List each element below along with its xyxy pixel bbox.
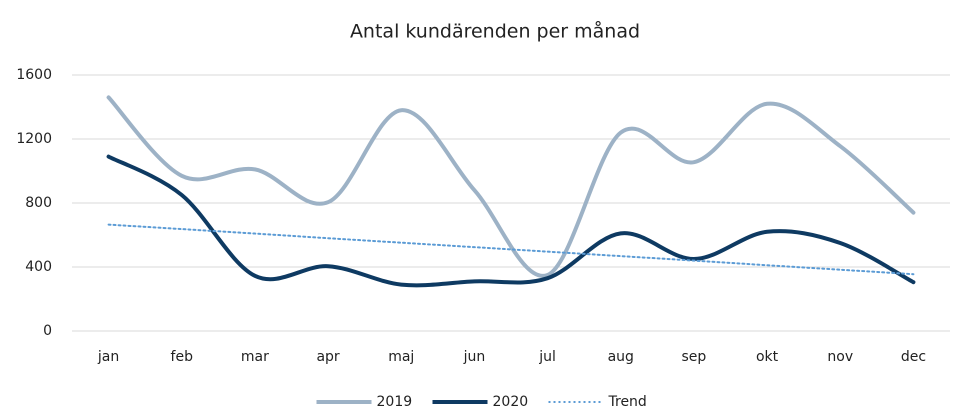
x-tick-label: nov [827, 349, 853, 365]
x-tick-label: maj [388, 349, 414, 365]
legend-label: 2020 [493, 394, 529, 410]
series-line [107, 223, 915, 276]
x-tick-label: feb [171, 349, 194, 365]
legend-label: 2019 [377, 394, 413, 410]
y-tick-label: 1600 [16, 67, 52, 83]
chart-title: Antal kundärenden per månad [350, 20, 640, 43]
x-tick-label: aug [608, 349, 634, 365]
legend-label: Trend [608, 394, 647, 410]
y-tick-label: 800 [25, 195, 52, 211]
x-tick-label: mar [241, 349, 269, 365]
x-tick-label: sep [682, 349, 707, 365]
x-tick-label: jun [463, 349, 486, 365]
x-tick-label: apr [316, 349, 339, 365]
y-tick-label: 400 [25, 259, 52, 275]
y-tick-label: 1200 [16, 131, 52, 147]
x-tick-label: dec [901, 349, 926, 365]
x-tick-label: jan [97, 349, 119, 365]
series-line [106, 154, 916, 288]
series-line [106, 95, 916, 278]
y-tick-label: 0 [43, 323, 52, 339]
x-tick-label: jul [538, 349, 556, 365]
x-tick-label: okt [756, 349, 779, 365]
